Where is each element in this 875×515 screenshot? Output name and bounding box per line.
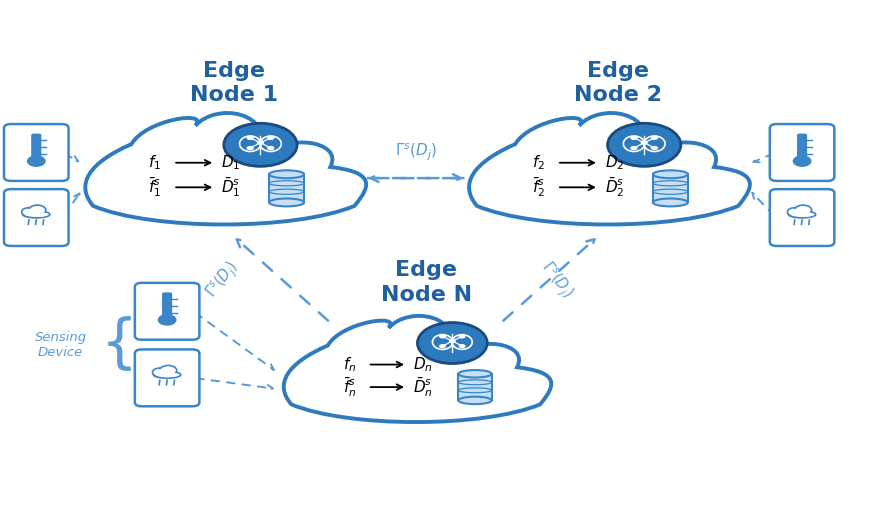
Circle shape <box>159 366 177 375</box>
Circle shape <box>256 141 264 145</box>
Text: $\Gamma^s(D_j)$: $\Gamma^s(D_j)$ <box>395 142 437 163</box>
Circle shape <box>640 141 648 145</box>
Circle shape <box>794 156 811 166</box>
Circle shape <box>788 208 802 216</box>
Text: $\bar{f}_1^s$: $\bar{f}_1^s$ <box>148 176 161 199</box>
Ellipse shape <box>458 370 492 377</box>
Circle shape <box>27 156 45 166</box>
FancyBboxPatch shape <box>135 283 200 340</box>
Text: $f_1$: $f_1$ <box>148 153 161 172</box>
Text: $\bar{D}_n^s$: $\bar{D}_n^s$ <box>413 375 433 399</box>
Text: $D_1$: $D_1$ <box>221 153 241 172</box>
Circle shape <box>247 146 254 150</box>
Circle shape <box>417 322 487 364</box>
Text: $D_n$: $D_n$ <box>413 355 433 374</box>
Text: Edge
Node N: Edge Node N <box>381 261 472 305</box>
Circle shape <box>152 368 167 376</box>
Circle shape <box>31 207 44 214</box>
Circle shape <box>789 209 800 215</box>
Text: Sensing
Device: Sensing Device <box>35 331 87 358</box>
Circle shape <box>247 136 254 140</box>
Ellipse shape <box>653 170 688 178</box>
Circle shape <box>607 123 681 166</box>
Ellipse shape <box>653 198 688 207</box>
Ellipse shape <box>24 212 48 217</box>
Circle shape <box>630 146 638 150</box>
Circle shape <box>155 369 165 375</box>
Circle shape <box>630 136 638 140</box>
Ellipse shape <box>270 170 304 178</box>
Ellipse shape <box>791 212 814 217</box>
Circle shape <box>449 339 456 343</box>
Text: $D_2$: $D_2$ <box>605 153 625 172</box>
Circle shape <box>224 123 298 166</box>
FancyBboxPatch shape <box>4 124 68 181</box>
Circle shape <box>267 146 275 150</box>
Circle shape <box>24 209 34 215</box>
Ellipse shape <box>458 397 492 404</box>
Text: {: { <box>101 316 137 373</box>
PathPatch shape <box>85 113 366 225</box>
FancyBboxPatch shape <box>770 189 835 246</box>
Text: $\bar{f}_2^s$: $\bar{f}_2^s$ <box>532 176 545 199</box>
Circle shape <box>651 146 658 150</box>
Circle shape <box>22 208 36 216</box>
Ellipse shape <box>270 198 304 207</box>
Bar <box>653 174 688 202</box>
Text: $\bar{D}_2^s$: $\bar{D}_2^s$ <box>605 176 625 199</box>
Circle shape <box>796 207 809 214</box>
Text: $\bar{f}_n^s$: $\bar{f}_n^s$ <box>343 375 356 399</box>
FancyBboxPatch shape <box>770 124 835 181</box>
Circle shape <box>162 367 175 374</box>
Text: $\Gamma^s(D_j)$: $\Gamma^s(D_j)$ <box>202 258 244 303</box>
Bar <box>458 374 492 400</box>
Ellipse shape <box>156 372 178 377</box>
Circle shape <box>158 315 176 325</box>
Circle shape <box>794 205 812 215</box>
Text: Edge
Node 1: Edge Node 1 <box>190 61 278 106</box>
Circle shape <box>458 344 466 348</box>
Bar <box>270 174 304 202</box>
Text: Edge
Node 2: Edge Node 2 <box>574 61 662 106</box>
Ellipse shape <box>788 211 816 218</box>
Circle shape <box>29 205 46 215</box>
Text: $\bar{D}_1^s$: $\bar{D}_1^s$ <box>221 176 241 199</box>
FancyBboxPatch shape <box>31 134 40 161</box>
Text: $f_n$: $f_n$ <box>343 355 356 374</box>
Ellipse shape <box>153 371 181 378</box>
Circle shape <box>439 344 446 348</box>
FancyBboxPatch shape <box>4 189 68 246</box>
Ellipse shape <box>23 211 50 218</box>
PathPatch shape <box>469 113 750 225</box>
Text: $\Gamma^s(D_j)$: $\Gamma^s(D_j)$ <box>536 258 577 303</box>
PathPatch shape <box>284 316 551 422</box>
Circle shape <box>439 334 446 338</box>
Text: $f_2$: $f_2$ <box>532 153 545 172</box>
Circle shape <box>267 136 275 140</box>
FancyBboxPatch shape <box>798 134 807 161</box>
Circle shape <box>458 334 466 338</box>
FancyBboxPatch shape <box>163 293 172 320</box>
FancyBboxPatch shape <box>135 350 200 406</box>
Circle shape <box>651 136 658 140</box>
